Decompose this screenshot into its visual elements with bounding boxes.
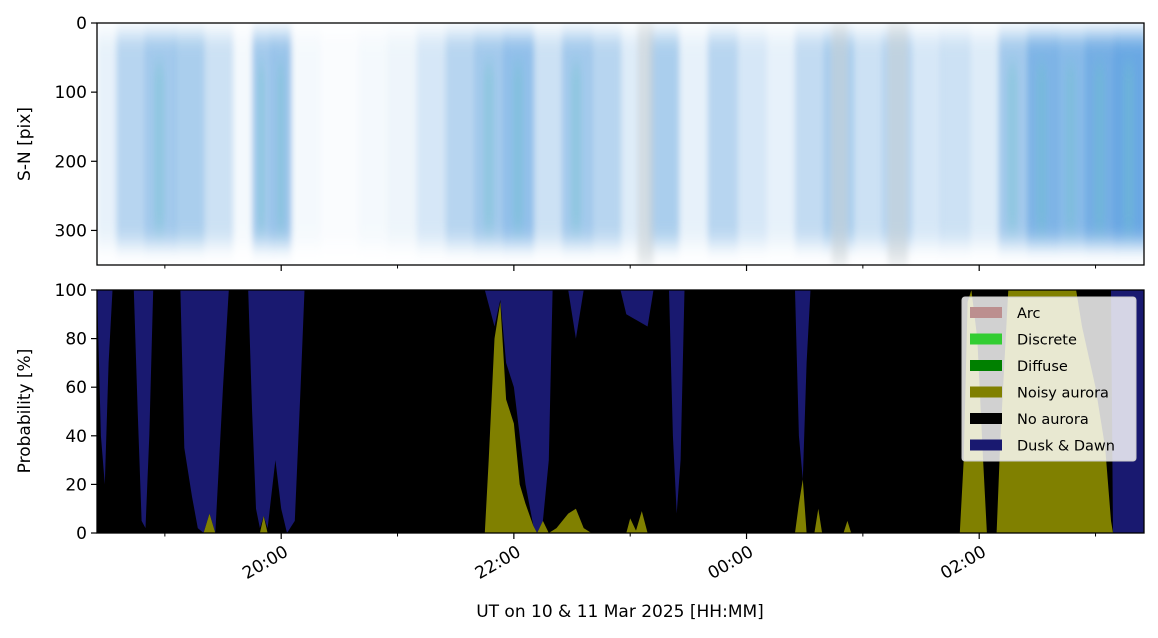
keogram-column	[911, 33, 942, 245]
probability-y-tick-label: 60	[65, 378, 87, 398]
keogram-y-label: S-N [pix]	[15, 107, 35, 181]
keogram-column	[969, 33, 1000, 245]
keogram-band	[571, 64, 582, 231]
keogram-column	[533, 33, 564, 245]
keogram-frame	[96, 22, 1145, 266]
keogram-band	[154, 64, 165, 231]
keogram-column	[203, 33, 234, 245]
keogram-column	[387, 33, 418, 245]
keogram-y-tick-label: 200	[55, 152, 87, 172]
keogram-y-tick-label: 300	[55, 221, 87, 241]
legend-label: Arc	[1017, 306, 1041, 322]
probability-y-tick-label: 20	[65, 475, 87, 495]
legend-label: Diffuse	[1017, 359, 1068, 375]
keogram-column	[446, 33, 477, 245]
probability-y-tick-label: 40	[65, 427, 87, 447]
keogram-strips	[97, 23, 1144, 265]
probability-panel: 0 20 40 60 80 100 20:00 22:00 00:00 02:00 Probab…	[15, 281, 1145, 622]
legend-swatch	[970, 386, 1002, 398]
probability-x-tick-label: 00:00	[705, 542, 757, 584]
keogram-column	[736, 33, 767, 245]
keogram-column	[319, 33, 360, 245]
legend-box	[961, 296, 1137, 462]
keogram-x-ticks	[164, 265, 1097, 271]
probability-x-tick-label: 22:00	[472, 542, 524, 584]
keogram-band	[277, 64, 285, 231]
keogram-column	[940, 33, 971, 245]
legend-swatch	[970, 333, 1002, 345]
keogram-band	[512, 64, 524, 231]
probability-x-tick-label: 02:00	[937, 542, 989, 584]
legend-swatch	[970, 413, 1002, 424]
keogram-column	[765, 33, 796, 245]
keogram-column	[887, 23, 908, 265]
legend-swatch	[970, 307, 1002, 318]
no-aurora-area	[97, 290, 1144, 533]
probability-y-tick-label: 100	[55, 281, 87, 301]
keogram-band	[483, 64, 494, 231]
legend-label: Dusk & Dawn	[1017, 439, 1115, 455]
keogram-column	[416, 33, 447, 245]
keogram-column	[678, 33, 709, 245]
keogram-band	[1065, 64, 1076, 231]
probability-frame	[96, 289, 1145, 534]
keogram-column	[174, 33, 205, 245]
keogram-band	[257, 64, 265, 231]
keogram-column	[97, 33, 118, 245]
probability-y-tick-label: 0	[76, 524, 87, 544]
legend-swatch	[970, 439, 1002, 451]
keogram-column	[707, 33, 738, 245]
keogram-column	[232, 33, 254, 245]
probability-x-axis: 20:00 22:00 00:00 02:00	[164, 533, 1097, 584]
keogram-band	[1123, 64, 1134, 231]
legend-label: No aurora	[1017, 412, 1089, 428]
keogram-column	[591, 33, 622, 245]
keogram-y-axis: 0 100 200 300	[55, 14, 97, 241]
keogram-column	[853, 33, 884, 245]
keogram-panel: 0 100 200 300 S-N [pix]	[15, 14, 1145, 271]
keogram-y-tick-label: 0	[76, 14, 87, 34]
keogram-column	[290, 33, 321, 245]
keogram-column	[831, 23, 848, 265]
keogram-y-tick-label: 100	[55, 83, 87, 103]
probability-y-label: Probability [%]	[15, 349, 35, 474]
legend-swatch	[970, 360, 1002, 371]
keogram-band	[1007, 64, 1018, 231]
probability-y-axis: 0 20 40 60 80 100	[55, 281, 97, 544]
legend-label: Noisy aurora	[1017, 386, 1109, 402]
keogram-column	[649, 33, 680, 245]
legend-label: Discrete	[1017, 333, 1077, 349]
x-axis-label: UT on 10 & 11 Mar 2025 [HH:MM]	[476, 602, 764, 622]
probability-y-tick-label: 80	[65, 330, 87, 350]
keogram-column	[637, 23, 654, 265]
legend: Arc Discrete Diffuse Noisy aurora No aurora D…	[961, 296, 1137, 462]
keogram-column	[116, 33, 147, 245]
keogram-band	[1094, 64, 1105, 231]
keogram-column	[795, 33, 826, 245]
probability-x-tick-label: 20:00	[239, 542, 291, 584]
keogram-column	[358, 33, 389, 245]
keogram-band	[1036, 64, 1047, 231]
